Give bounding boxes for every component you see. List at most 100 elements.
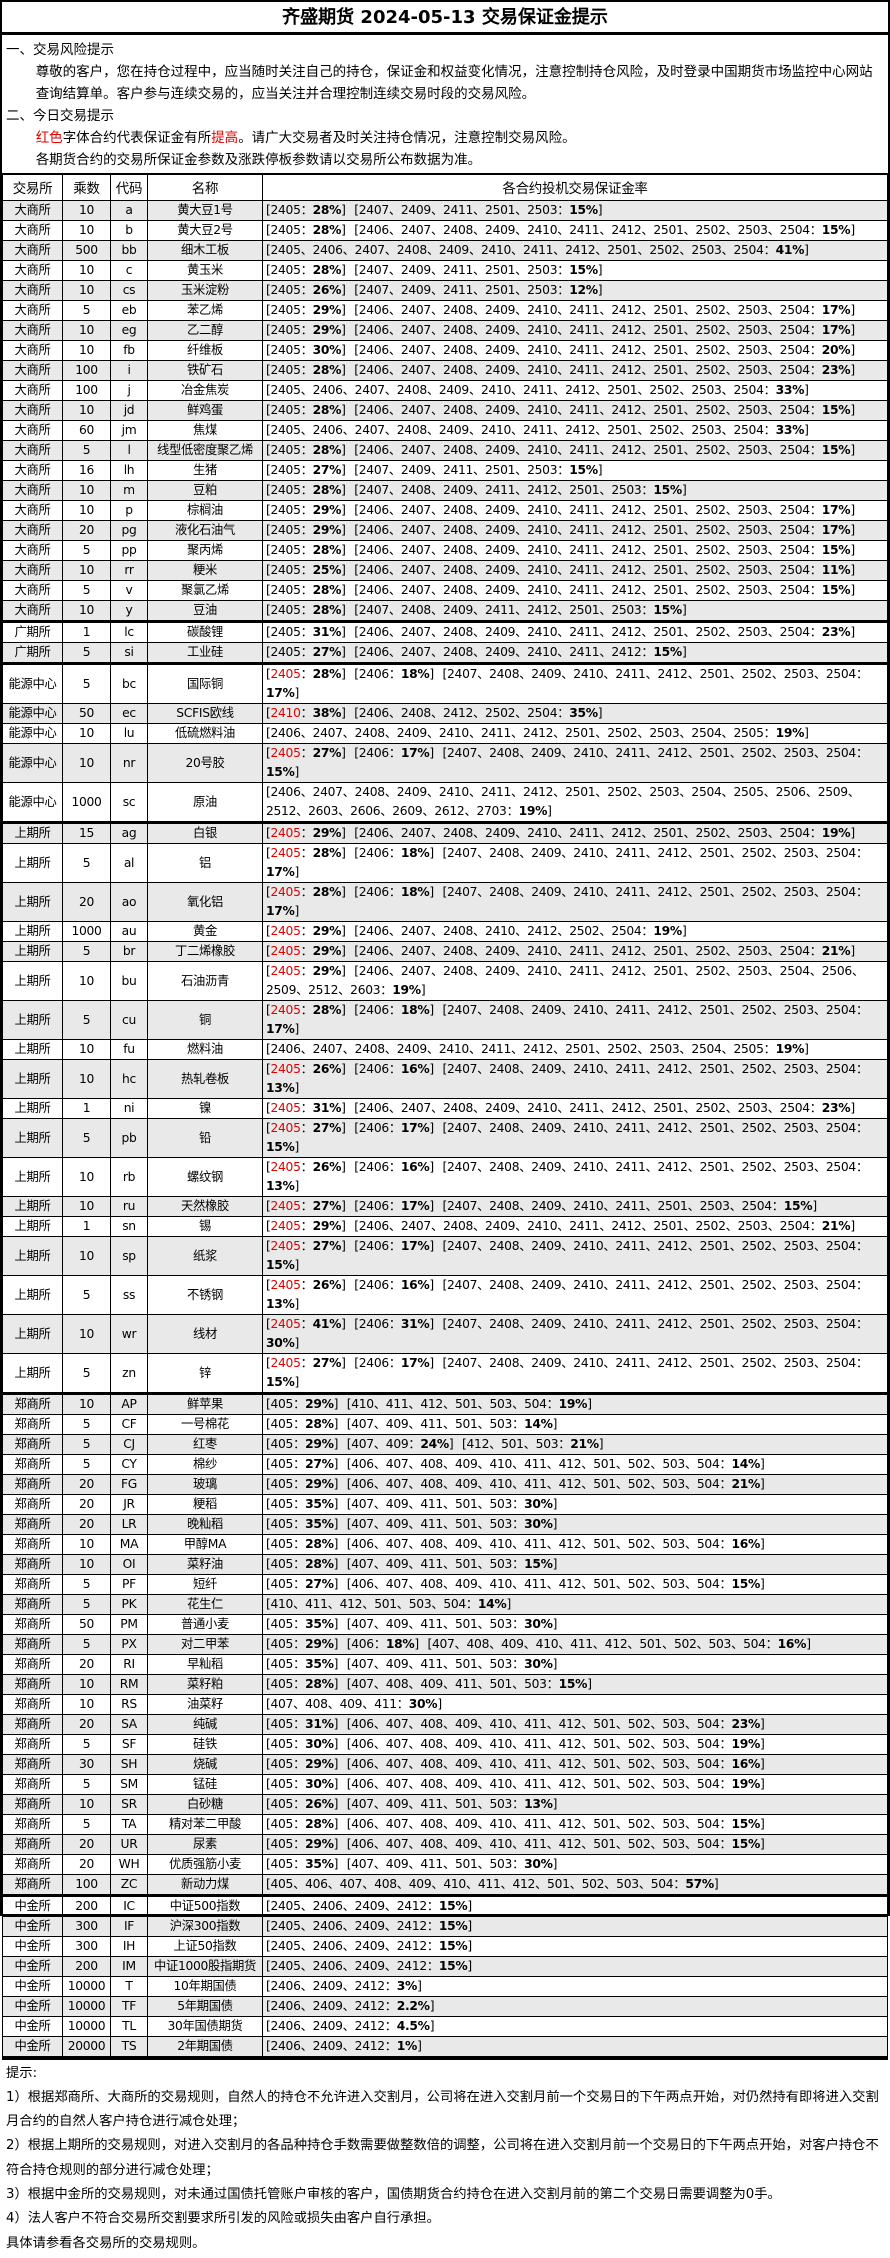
- table-row: 中金所 10000 TF 5年期国债 [2406、2409、2412：2.2%]: [2, 1995, 888, 2017]
- margin-rate: 21%: [731, 1476, 761, 1491]
- exchange-cell: 能源中心: [2, 661, 63, 704]
- margin-rate-cell: [2405：28%] [2406、2407、2408、2409、2410、241…: [262, 359, 888, 381]
- exchange-cell: 上期所: [2, 820, 63, 844]
- table-row: 能源中心 50 ec SCFIS欧线 [2410：38%] [2406、2408、241…: [2, 702, 888, 724]
- table-row: 大商所 16 lh 生猪 [2405：27%] [2407、2409、2411、2501…: [2, 459, 888, 481]
- margin-rate: 29%: [305, 1836, 334, 1851]
- rate-segment: [406、407、408、409、410、411、412、501、502、503…: [346, 1476, 765, 1491]
- multiplier-cell: 20: [62, 1833, 111, 1855]
- contract-months: 2406、2407、2408、2409、2410、2411、2412、2501、…: [270, 725, 764, 740]
- rate-segment: [405：35%]: [266, 1656, 339, 1671]
- contract-months: 2406、2407、2408、2409、2410、2411、2412、2501、…: [358, 322, 810, 337]
- multiplier-cell: 20: [62, 1473, 111, 1495]
- exchange-cell: 大商所: [2, 419, 63, 441]
- margin-rate: 18%: [400, 1002, 430, 1017]
- table-row: 上期所 5 al 铝 [2405：28%] [2406：18%] [2407、2408、…: [2, 842, 888, 883]
- margin-rate: 29%: [312, 923, 342, 938]
- contract-months: 2405: [270, 963, 301, 978]
- margin-rate: 57%: [685, 1876, 714, 1891]
- code-cell: SH: [110, 1753, 148, 1775]
- name-cell: 铁矿石: [147, 359, 263, 381]
- code-cell: sc: [110, 781, 148, 823]
- multiplier-cell: 30: [62, 1753, 111, 1775]
- margin-rate: 17%: [821, 502, 851, 517]
- multiplier-cell: 20: [62, 1653, 111, 1675]
- rate-segment: [406：18%]: [346, 1636, 419, 1651]
- contract-months: 405: [270, 1416, 294, 1431]
- contract-months: 405: [270, 1616, 294, 1631]
- table-row: 上期所 1 sn 锡 [2405：29%] [2406、2407、2408、2409、2…: [2, 1215, 888, 1237]
- exchange-cell: 能源中心: [2, 742, 63, 783]
- multiplier-cell: 20: [62, 1713, 111, 1735]
- margin-rate: 15%: [524, 1556, 553, 1571]
- code-cell: br: [110, 940, 148, 962]
- contract-months: 2406、2409、2412: [270, 1998, 386, 2013]
- margin-rate-cell: [2405：29%] [2406、2407、2408、2410、2412、250…: [262, 920, 888, 942]
- contract-months: 2405: [270, 482, 301, 497]
- multiplier-cell: 50: [62, 702, 111, 724]
- rate-segment: [2406：16%]: [354, 1159, 434, 1174]
- contract-months: 2405: [270, 825, 301, 840]
- name-cell: 燃料油: [147, 1038, 263, 1060]
- margin-rate: 15%: [438, 1918, 468, 1933]
- rate-segment: [2406、2407、2408、2409、2410、2411、2412、2501…: [354, 562, 855, 577]
- table-row: 中金所 200 IM 中证1000股指期货 [2405、2406、2409、2412：1…: [2, 1955, 888, 1977]
- rate-segment: [406、407、408、409、410、411、412、501、502、503…: [346, 1716, 765, 1731]
- margin-rate: 33%: [775, 422, 805, 437]
- contract-months: 405: [270, 1476, 294, 1491]
- name-cell: 白砂糖: [147, 1793, 263, 1815]
- table-row: 中金所 300 IH 上证50指数 [2405、2406、2409、2412：15%]: [2, 1935, 888, 1957]
- exchange-cell: 中金所: [2, 1915, 63, 1937]
- rate-segment: [2407、2408、2409、2410、2411、2412、2501、2502…: [266, 1316, 868, 1350]
- exchange-cell: 郑商所: [2, 1653, 63, 1675]
- rate-segment: [2406：17%]: [354, 745, 434, 760]
- rate-segment: [405：35%]: [266, 1516, 339, 1531]
- contract-months: 2405: [270, 1061, 301, 1076]
- margin-rate: 17%: [400, 1198, 430, 1213]
- code-cell: ZC: [110, 1873, 148, 1896]
- code-cell: pp: [110, 539, 148, 561]
- code-cell: ru: [110, 1195, 148, 1217]
- rate-segment: [2405：26%]: [266, 1277, 346, 1292]
- rate-segment: [405：29%]: [266, 1756, 339, 1771]
- section1-text: 尊敬的客户，您在持仓过程中，应当随时关注自己的持仓，保证金和权益变化情况，注意控…: [35, 64, 873, 102]
- contract-months: 407、409、411、501、503: [351, 1556, 513, 1571]
- name-cell: 普通小麦: [147, 1613, 263, 1635]
- multiplier-cell: 10: [62, 479, 111, 501]
- table-row: 大商所 10 jd 鲜鸡蛋 [2405：28%] [2406、2407、2408、240…: [2, 399, 888, 421]
- rate-segment: [406、407、408、409、410、411、412、501、502、503…: [346, 1536, 765, 1551]
- notice-section: 一、交易风险提示 尊敬的客户，您在持仓过程中，应当随时关注自己的持仓，保证金和权…: [2, 35, 888, 173]
- name-cell: 黄大豆2号: [147, 219, 263, 241]
- code-cell: RI: [110, 1653, 148, 1675]
- table-row: 郑商所 10 AP 鲜苹果 [405：29%] [410、411、412、501、503…: [2, 1391, 888, 1415]
- section2-line2: 各期货合约的交易所保证金参数及涨跌停板参数请以交易所公布数据为准。: [35, 152, 482, 168]
- margin-rate: 23%: [821, 1100, 851, 1115]
- margin-rate: 30%: [524, 1496, 553, 1511]
- margin-rate-cell: [2405：27%] [2406：17%] [2407、2408、2409、24…: [262, 1117, 888, 1158]
- table-row: 大商所 10 y 豆油 [2405：28%] [2407、2408、2409、2411、…: [2, 599, 888, 622]
- contract-months: 2406、2407、2408、2409、2410、2411、2412、2501、…: [358, 522, 810, 537]
- contract-months: 2405、2406、2409、2412: [270, 1898, 428, 1913]
- code-cell: ao: [110, 881, 148, 922]
- code-cell: IF: [110, 1915, 148, 1937]
- table-row: 上期所 1000 au 黄金 [2405：29%] [2406、2407、2408、24…: [2, 920, 888, 942]
- rate-segment: [2405：41%]: [266, 1316, 346, 1331]
- rate-segment: [2406、2407、2408、2409、2410、2411、2412、2501…: [354, 582, 855, 597]
- code-cell: OI: [110, 1553, 148, 1575]
- contract-months: 405: [270, 1576, 294, 1591]
- rate-segment: [2405：28%]: [266, 602, 346, 617]
- multiplier-cell: 20: [62, 519, 111, 541]
- margin-rate-cell: [2405：27%] [2406：17%] [2407、2408、2409、24…: [262, 1235, 888, 1276]
- contract-months: 2407、2408、2409、2410、2411、2412、2501、2502、…: [447, 845, 856, 860]
- exchange-cell: 大商所: [2, 539, 63, 561]
- margin-rate: 17%: [821, 302, 851, 317]
- name-cell: 聚氯乙烯: [147, 579, 263, 601]
- contract-months: 2407、2409、2411、2501、2503: [358, 282, 558, 297]
- margin-rate-cell: [2405：28%] [2406、2407、2408、2409、2410、241…: [262, 439, 888, 461]
- name-cell: 螺纹钢: [147, 1156, 263, 1197]
- rate-segment: [2407、2409、2411、2501、2503：15%]: [354, 202, 603, 217]
- margin-rate-cell: [2405：26%] [2406：16%] [2407、2408、2409、24…: [262, 1058, 888, 1099]
- table-row: 上期所 10 ru 天然橡胶 [2405：27%] [2406：17%] [2407、2…: [2, 1195, 888, 1217]
- exchange-cell: 上期所: [2, 920, 63, 942]
- code-cell: pb: [110, 1117, 148, 1158]
